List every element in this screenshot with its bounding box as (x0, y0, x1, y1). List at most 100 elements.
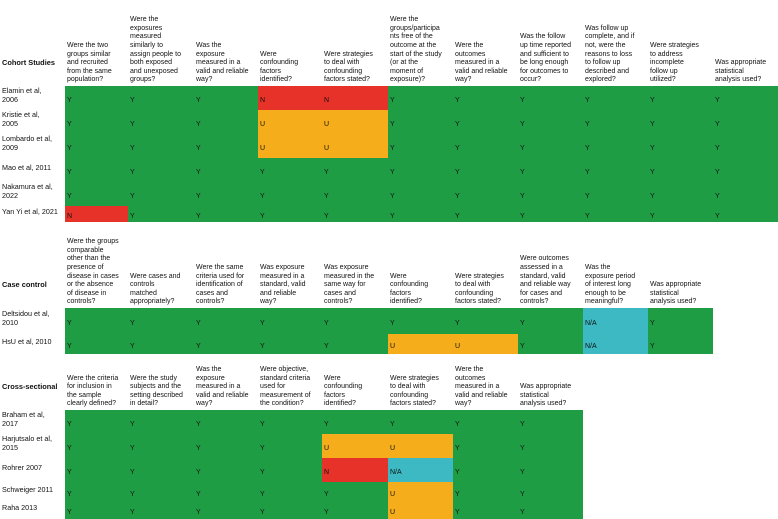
rating-cell: Y (713, 182, 778, 206)
rating-cell: Y (128, 86, 194, 110)
rating-cell: Y (65, 458, 128, 482)
rating-cell: Y (518, 158, 583, 182)
rating-cell: Y (583, 86, 648, 110)
question-header: Was appropriate statistical analysis use… (650, 281, 702, 306)
rating-cell: Y (518, 86, 583, 110)
rating-cell: Y (258, 458, 322, 482)
question-header: Were the criteria for inclusion in the s… (67, 374, 119, 408)
rating-cell: Y (388, 158, 453, 182)
rating-cell: Y (388, 308, 453, 334)
question-header: Were strategies to deal with confounding… (455, 272, 504, 306)
rating-cell: Y (65, 410, 128, 434)
rating-cell: Y (194, 458, 258, 482)
rating-cell: Y (322, 410, 388, 434)
rating-cell: Y (65, 502, 128, 519)
question-header: Were the groups comparable other than th… (67, 238, 119, 306)
rating-cell: Y (648, 134, 713, 158)
rating-cell: Y (322, 502, 388, 519)
study-label: Deltsidou et al, 2010 (2, 309, 50, 327)
rating-cell: Y (258, 206, 322, 222)
rating-cell: Y (648, 334, 713, 354)
rating-cell: N (258, 86, 322, 110)
rating-cell: Y (388, 206, 453, 222)
rating-cell: Y (194, 434, 258, 458)
question-header: Were the exposures measured similarly to… (130, 16, 181, 84)
rating-cell: Y (453, 434, 518, 458)
question-header: Were cases and controls matched appropri… (130, 272, 181, 306)
rating-cell: U (453, 334, 518, 354)
rating-cell: Y (65, 134, 128, 158)
rating-cell: Y (194, 134, 258, 158)
study-label: HsU et al, 2010 (2, 336, 52, 346)
rating-cell: Y (194, 158, 258, 182)
question-header: Were the outcomes measured in a valid an… (455, 42, 508, 84)
rating-cell: Y (518, 482, 583, 502)
question-header: Was follow up complete, and if not, were… (585, 24, 635, 84)
rating-cell: Y (128, 458, 194, 482)
rating-cell: U (388, 434, 453, 458)
rating-cell: Y (65, 482, 128, 502)
rating-cell: Y (128, 110, 194, 134)
rating-cell: N (65, 206, 128, 222)
rating-cell: Y (453, 206, 518, 222)
rating-cell: Y (453, 410, 518, 434)
rating-cell: Y (453, 458, 518, 482)
rating-cell: Y (258, 482, 322, 502)
rating-cell: Y (713, 206, 778, 222)
rating-cell: Y (194, 182, 258, 206)
rating-cell: Y (322, 308, 388, 334)
rating-cell: Y (583, 110, 648, 134)
study-label: Nakamura et al, 2022 (2, 182, 53, 200)
rating-cell: Y (128, 206, 194, 222)
rating-cell: Y (583, 182, 648, 206)
question-header: Were the groups/participa nts free of th… (390, 16, 442, 84)
rating-cell: Y (453, 308, 518, 334)
rating-cell: Y (453, 182, 518, 206)
rating-cell: Y (453, 482, 518, 502)
rating-cell: Y (583, 134, 648, 158)
rating-cell: U (388, 334, 453, 354)
rating-cell: Y (453, 158, 518, 182)
rating-cell: Y (258, 308, 322, 334)
rating-cell: Y (648, 110, 713, 134)
rating-cell: Y (388, 182, 453, 206)
rating-cell: Y (322, 158, 388, 182)
study-label: Raha 2013 (2, 503, 38, 512)
section-title-case-control: Case control (2, 280, 47, 289)
rating-cell: Y (194, 334, 258, 354)
question-header: Was exposure measured in a standard, val… (260, 264, 306, 306)
rating-cell: N/A (583, 334, 648, 354)
rating-cell: Y (194, 410, 258, 434)
rating-cell: Y (322, 182, 388, 206)
question-header: Were the study subjects and the setting … (130, 374, 183, 408)
rating-cell: Y (194, 86, 258, 110)
rating-cell: Y (65, 334, 128, 354)
rating-cell: Y (65, 308, 128, 334)
rating-cell: Y (128, 158, 194, 182)
study-label: Braham et al, 2017 (2, 410, 45, 428)
rating-cell: Y (258, 182, 322, 206)
question-header: Was appropriate statistical analysis use… (520, 383, 572, 408)
question-header: Were confounding factors identified? (324, 374, 363, 408)
study-label: Yan Yi et al, 2021 (2, 206, 58, 216)
rating-cell: N (322, 458, 388, 482)
rating-cell: Y (453, 502, 518, 519)
rating-cell: Y (128, 482, 194, 502)
question-header: Were strategies to deal with confounding… (324, 50, 373, 84)
rating-cell: Y (65, 182, 128, 206)
question-header: Were the same criteria used for identifi… (196, 264, 245, 306)
rating-cell: U (258, 134, 322, 158)
rating-cell: Y (518, 458, 583, 482)
question-header: Were the outcomes measured in a valid an… (455, 366, 508, 408)
rating-cell: Y (258, 502, 322, 519)
rating-cell: Y (388, 410, 453, 434)
rating-cell: Y (713, 158, 778, 182)
rating-cell: Y (518, 308, 583, 334)
rating-cell: Y (453, 110, 518, 134)
rating-cell: Y (713, 134, 778, 158)
rating-cell: Y (583, 206, 648, 222)
rating-cell: U (258, 110, 322, 134)
question-header: Was the exposure measured in a valid and… (196, 366, 249, 408)
rating-cell: Y (518, 182, 583, 206)
study-label: Mao et al, 2011 (2, 162, 52, 172)
